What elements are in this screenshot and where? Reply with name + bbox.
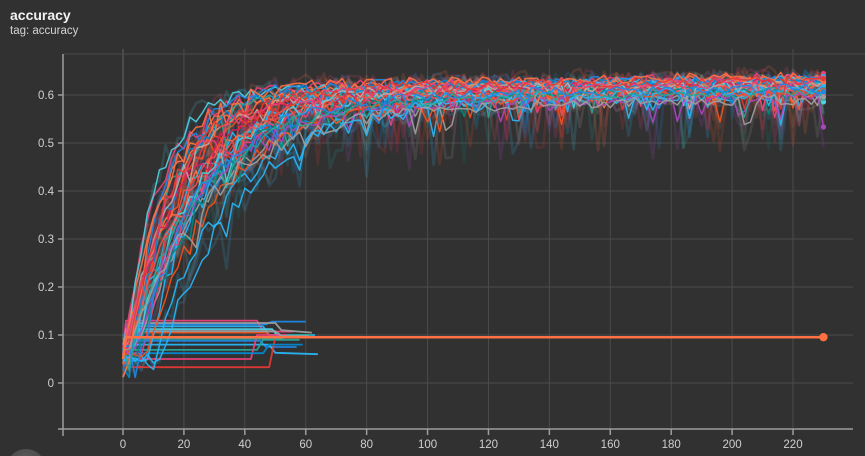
y-tick-label: 0.4 [38, 186, 55, 198]
persistent-run-endpoint-dot [819, 332, 828, 342]
x-tick-label: 0 [120, 439, 126, 451]
run-line [122, 83, 824, 378]
run-endpoint-dot [820, 94, 827, 100]
axes: 0 0.1 0.2 0.3 0.4 0.5 0.6 0 20 40 60 80 100 120 140 160… [38, 54, 853, 451]
run-endpoint-dot [820, 124, 827, 130]
x-tick-label: 60 [299, 439, 312, 451]
run-line [122, 94, 824, 352]
x-tick-label: 40 [238, 439, 251, 451]
chart-action-button[interactable] [6, 449, 46, 456]
run-endpoint-dot [820, 99, 827, 105]
x-tick-label: 200 [723, 439, 742, 451]
run-line [122, 77, 824, 358]
y-tick-label: 0.1 [38, 330, 54, 342]
persistent-run [121, 332, 828, 360]
x-tick-label: 180 [662, 439, 681, 451]
x-tick-label: 120 [479, 439, 498, 451]
y-tick-label: 0 [48, 378, 54, 390]
x-tick-label: 220 [783, 439, 802, 451]
persistent-run-line [121, 335, 824, 360]
y-tick-label: 0.6 [38, 90, 54, 102]
x-tick-label: 80 [360, 439, 373, 451]
series-smoothed-lines [122, 70, 827, 378]
run-endpoint-dot [820, 76, 827, 82]
x-tick-label: 140 [540, 439, 559, 451]
y-tick-label: 0.3 [38, 234, 54, 246]
x-tick-label: 100 [418, 439, 437, 451]
y-tick-label: 0.2 [38, 282, 54, 294]
run-line [122, 75, 824, 355]
run-line [122, 74, 825, 368]
x-tick-label: 20 [178, 439, 191, 451]
y-tick-label: 0.5 [38, 138, 54, 150]
run-line [122, 71, 824, 378]
run-line [122, 78, 824, 358]
x-tick-label: 160 [601, 439, 620, 451]
run-endpoint-dot [820, 89, 827, 95]
